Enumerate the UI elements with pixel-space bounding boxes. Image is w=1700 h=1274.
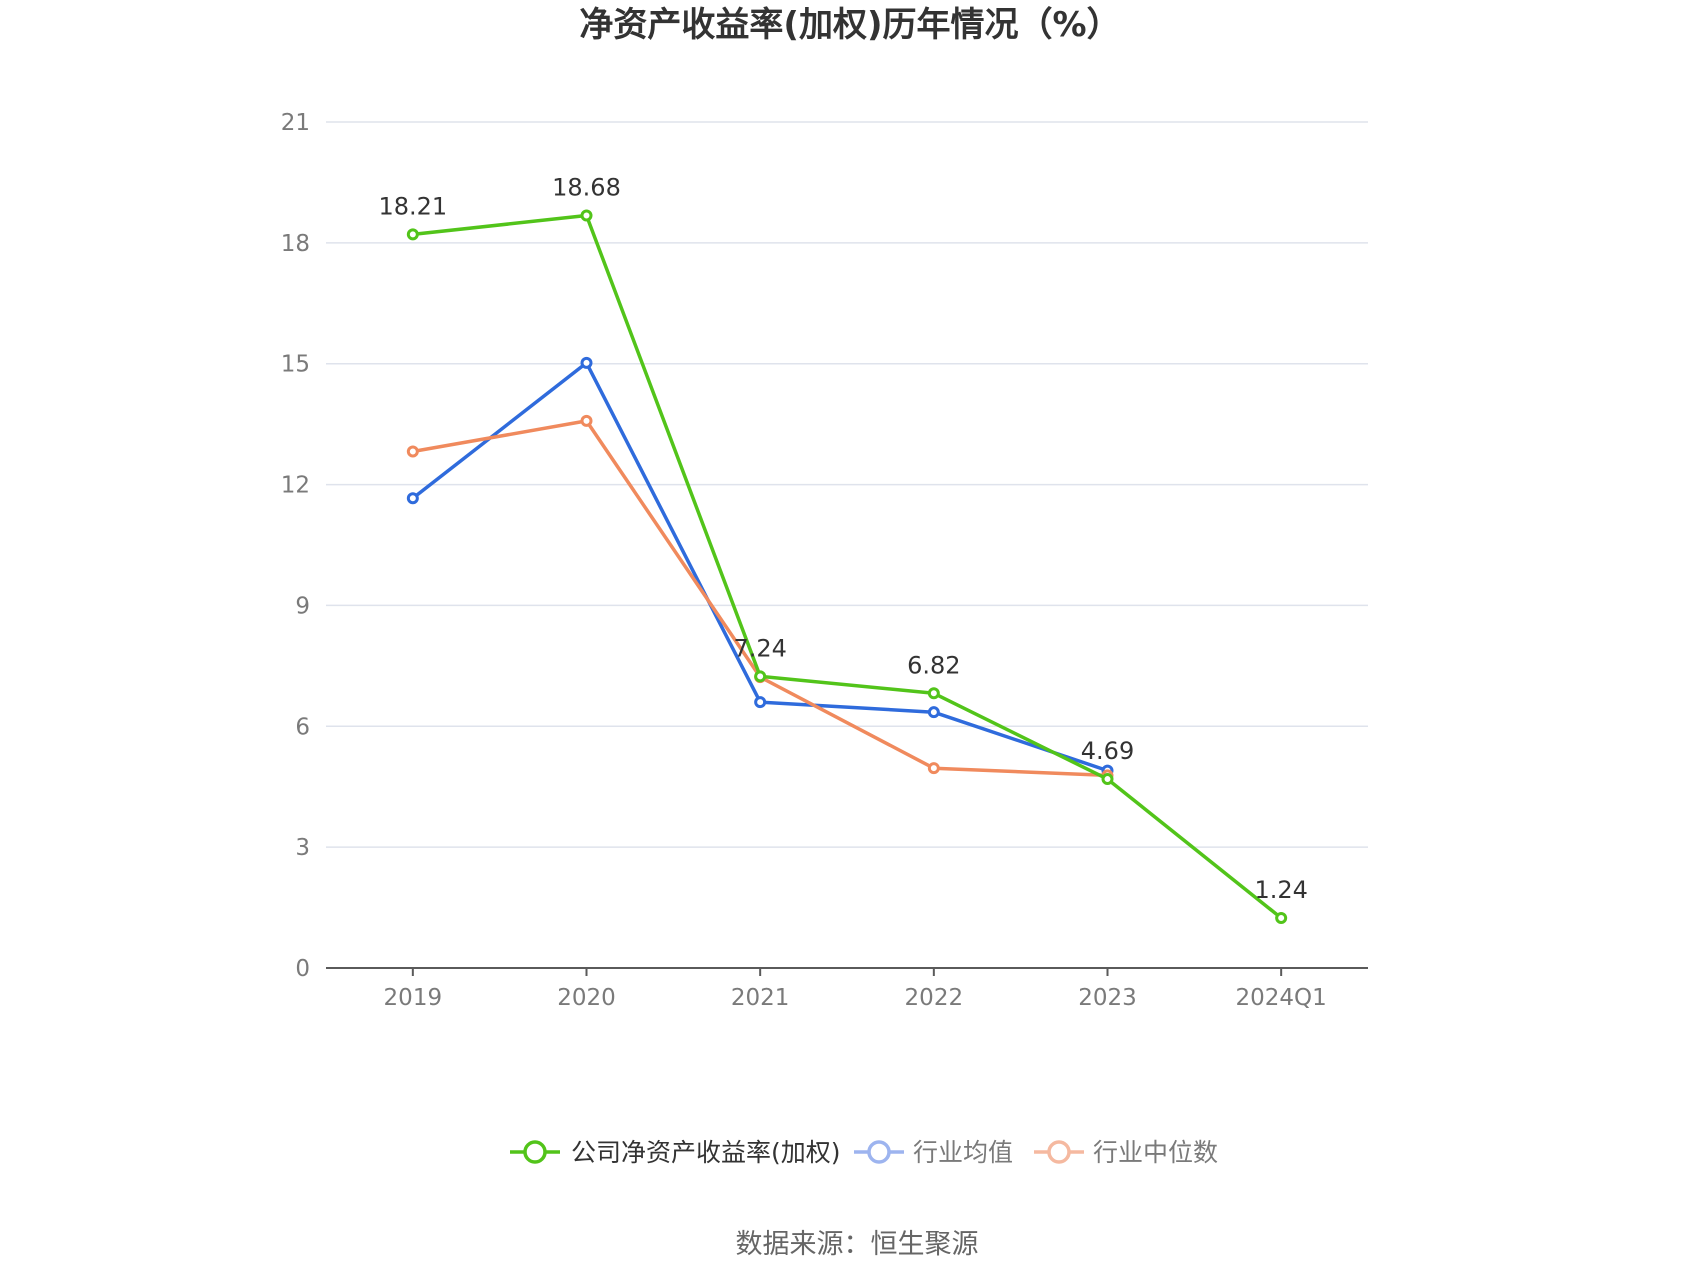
legend-swatch-marker [867,1140,891,1164]
x-tick-label: 2022 [905,985,964,1011]
series-line [411,361,1109,773]
data-labels: 18.21 18.68 7.24 6.82 4.69 1.24 [378,173,1307,904]
legend-label: 行业均值 [913,1138,1013,1167]
data-label: 18.21 [378,192,447,220]
legend-item-1[interactable]: 行业均值 [854,1138,1013,1167]
legend-label: 公司净资产收益率(加权) [571,1138,841,1167]
series-2 [406,414,1114,782]
series-line [412,213,1283,920]
data-source-note: 数据来源：恒生聚源 [736,1229,979,1260]
data-label: 18.68 [552,173,621,201]
legend[interactable]: 公司净资产收益率(加权) 行业均值 行业中位数 [510,1138,1218,1167]
y-tick-label: 12 [281,473,310,499]
legend-swatch-marker [523,1140,547,1164]
data-point[interactable] [580,414,593,427]
x-tick-label: 2019 [384,985,443,1011]
data-point[interactable] [580,356,593,369]
data-point[interactable] [406,492,419,505]
y-tick-label: 0 [295,956,310,982]
x-tick-label: 2021 [731,985,790,1011]
legend-label: 行业中位数 [1093,1138,1218,1167]
data-point[interactable] [1101,773,1114,786]
y-tick-label: 9 [295,593,310,619]
x-tick-label: 2020 [557,985,616,1011]
data-point[interactable] [406,445,419,458]
y-tick-label: 21 [281,110,310,136]
legend-item-0[interactable]: 公司净资产收益率(加权) [510,1138,841,1167]
series-lines [406,209,1288,925]
legend-swatch-marker [1047,1140,1071,1164]
series-0 [406,209,1288,925]
data-label: 1.24 [1254,876,1307,904]
data-point[interactable] [927,762,940,775]
data-point[interactable] [754,670,767,683]
x-tick-label: 2023 [1078,985,1137,1011]
legend-item-2[interactable]: 行业中位数 [1034,1138,1218,1167]
grid-lines [326,121,1368,848]
y-tick-label: 3 [295,835,310,861]
x-tick-label: 2024Q1 [1236,985,1327,1011]
series-1 [406,356,1114,777]
data-label: 4.69 [1081,737,1134,765]
data-point[interactable] [754,696,767,709]
y-tick-label: 6 [295,714,310,740]
y-tick-label: 15 [281,352,310,378]
x-axis: 2019 2020 2021 2022 2023 2024Q1 [326,967,1368,1011]
data-point[interactable] [927,706,940,719]
series-line [412,419,1108,778]
data-point[interactable] [406,228,419,241]
data-label: 6.82 [907,651,960,679]
y-axis: 0 3 6 9 12 15 18 21 [281,110,310,982]
data-point[interactable] [927,687,940,700]
data-label: 7.24 [733,634,786,662]
chart-title: 净资产收益率(加权)历年情况（%） [579,5,1120,45]
y-tick-label: 18 [281,231,310,257]
data-point[interactable] [580,209,593,222]
data-point[interactable] [1275,912,1288,925]
